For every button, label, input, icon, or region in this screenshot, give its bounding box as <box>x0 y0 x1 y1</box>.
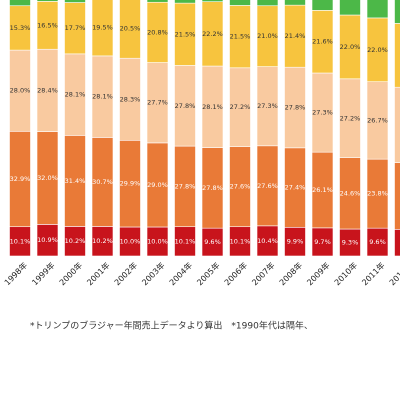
bar-segment <box>9 0 31 7</box>
bar-segment <box>201 0 224 2</box>
value-label: 27.8% <box>202 184 223 192</box>
x-tick-label: 2005年 <box>195 260 222 287</box>
value-label: 28.3% <box>120 95 141 103</box>
value-label: 17.7% <box>65 24 86 32</box>
value-label: 10.0% <box>147 238 168 246</box>
value-label: 19.5% <box>92 24 113 32</box>
x-tick-label: 2008年 <box>277 260 304 287</box>
bar-segment <box>119 0 141 59</box>
x-tick-label: 2003年 <box>140 260 167 287</box>
bar-segment <box>394 86 400 163</box>
value-label: 21.5% <box>230 33 251 41</box>
value-label: 28.4% <box>37 86 58 94</box>
value-label: 32.9% <box>10 175 31 183</box>
bar-segment <box>311 0 334 11</box>
value-label: 22.0% <box>340 43 361 51</box>
footnote: *トリンプのブラジャー年間売上データより算出 *1990年代は隔年、 <box>30 320 313 332</box>
x-tick-label: 1999年 <box>30 260 57 287</box>
value-label: 15.3% <box>10 24 31 32</box>
bar-segment <box>284 0 306 6</box>
x-tick-label: 2000年 <box>57 260 84 287</box>
bar-segment <box>64 0 86 3</box>
value-label: 28.1% <box>92 93 113 101</box>
x-tick-label: 2006年 <box>222 260 249 287</box>
value-label: 27.8% <box>175 102 196 110</box>
value-label: 13.8% <box>367 0 388 2</box>
value-label: 20.8% <box>147 28 168 36</box>
bar-segment <box>174 0 196 4</box>
value-label: 10.2% <box>92 237 113 245</box>
value-label: 28.1% <box>65 91 86 99</box>
value-label: 30.7% <box>92 178 113 186</box>
value-label: 9.9% <box>287 238 304 246</box>
value-label: 10.9% <box>37 236 58 244</box>
value-label: 21.5% <box>175 30 196 38</box>
bar-segment <box>229 0 251 6</box>
x-tick-label: 2007年 <box>250 260 277 287</box>
value-label: 26.7% <box>367 116 388 124</box>
bar-segment <box>394 23 400 88</box>
bar-segment <box>91 0 114 57</box>
value-label: 27.3% <box>257 102 278 110</box>
value-label: 23.8% <box>367 190 388 198</box>
x-tick-label: 2010年 <box>332 260 359 287</box>
value-label: 10.1% <box>175 237 196 245</box>
value-label: 27.2% <box>340 114 361 122</box>
value-label: 32.0% <box>37 174 58 182</box>
value-label: 28.1% <box>202 103 223 111</box>
bar-segment <box>394 229 400 257</box>
value-label: 24.6% <box>340 189 361 197</box>
value-label: 9.3% <box>342 239 359 247</box>
bar-segment <box>394 0 400 24</box>
value-label: 10.2% <box>65 237 86 245</box>
x-tick-label: 2012年 <box>387 260 400 287</box>
x-tick-label: 2001年 <box>85 260 112 287</box>
bar-segment <box>146 0 169 3</box>
value-label: 21.6% <box>312 38 333 46</box>
value-label: 29.0% <box>147 181 168 189</box>
x-tick-label: 2004年 <box>167 260 194 287</box>
value-label: 21.0% <box>257 32 278 40</box>
value-label: 16.5% <box>37 21 58 29</box>
bar-segment <box>36 0 59 2</box>
value-label: 27.3% <box>312 109 333 117</box>
value-label: 26.1% <box>312 186 333 194</box>
value-label: 9.6% <box>204 238 221 246</box>
value-label: 12.3% <box>340 0 361 1</box>
value-label: 22.0% <box>367 46 388 54</box>
value-label: 21.4% <box>285 32 306 40</box>
value-label: 27.6% <box>230 183 251 191</box>
value-label: 27.4% <box>285 184 306 192</box>
bar-segment <box>256 0 279 7</box>
value-label: 9.7% <box>314 238 331 246</box>
x-tick-label: 2002年 <box>112 260 139 287</box>
value-label: 27.8% <box>175 182 196 190</box>
bar-segment <box>394 162 400 230</box>
value-label: 9.6% <box>369 238 386 246</box>
value-label: 27.6% <box>257 182 278 190</box>
value-label: 27.8% <box>285 104 306 112</box>
value-label: 27.2% <box>230 103 251 111</box>
value-label: 10.1% <box>10 237 31 245</box>
value-label: 10.1% <box>230 237 251 245</box>
value-label: 29.9% <box>120 180 141 188</box>
value-label: 31.4% <box>65 177 86 185</box>
value-label: 10.0% <box>120 238 141 246</box>
value-label: 10.4% <box>257 237 278 245</box>
value-label: 20.5% <box>120 24 141 32</box>
x-tick-label: 2011年 <box>360 260 387 287</box>
value-label: 22.2% <box>202 30 223 38</box>
value-label: 27.7% <box>147 99 168 107</box>
bar-segment <box>366 0 389 19</box>
value-label: 28.0% <box>10 87 31 95</box>
bar-segment <box>339 0 361 16</box>
x-tick-label: 1998年 <box>2 260 29 287</box>
x-tick-label: 2009年 <box>305 260 332 287</box>
